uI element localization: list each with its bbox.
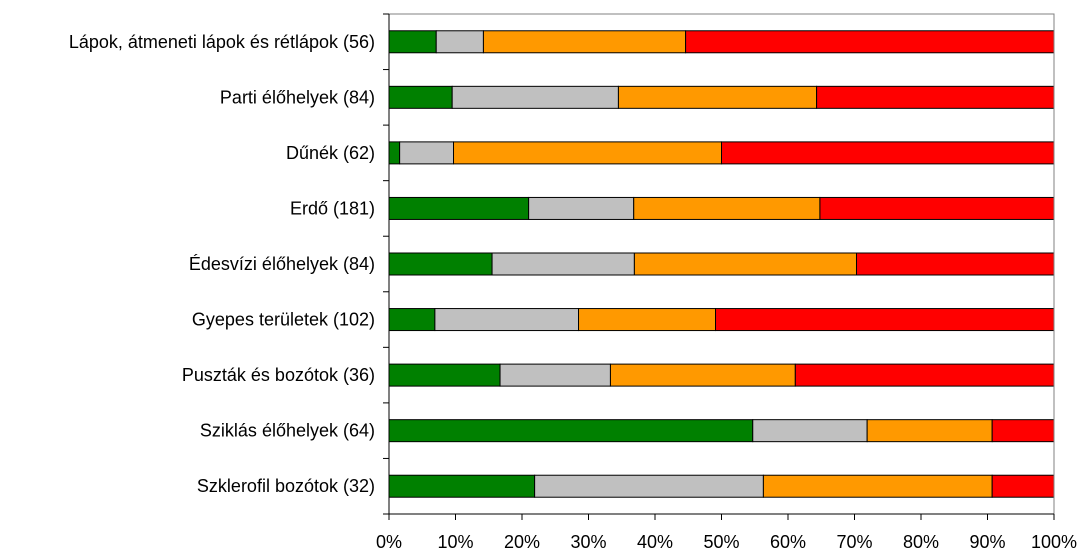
bar-segment-6-3: [578, 308, 717, 332]
bar-segment-7-4: [794, 363, 1055, 387]
x-tick-label: 20%: [504, 532, 540, 552]
x-tick-label: 0%: [376, 532, 402, 552]
bar-segment-3-4: [721, 141, 1055, 165]
bar-segment-6-4: [715, 308, 1055, 332]
bar-segment-9-3: [762, 474, 993, 498]
x-tick-label: 80%: [903, 532, 939, 552]
bar-segment-5-3: [633, 252, 857, 276]
bar-segment-7-2: [499, 363, 611, 387]
x-tick-label: 30%: [570, 532, 606, 552]
bar-segment-1-4: [685, 30, 1055, 54]
category-label: Szklerofil bozótok (32): [197, 476, 375, 496]
category-label: Sziklás élőhelyek (64): [200, 421, 375, 441]
bar-segment-2-1: [388, 85, 453, 109]
bar-segment-8-2: [752, 419, 868, 443]
bar-segment-9-1: [388, 474, 536, 498]
bar-segment-4-1: [388, 196, 530, 220]
bars-layer: [388, 30, 1055, 498]
bar-segment-3-2: [399, 141, 455, 165]
bar-segment-7-3: [609, 363, 796, 387]
bar-segment-8-3: [866, 419, 993, 443]
bar-segment-7-1: [388, 363, 501, 387]
bar-segment-8-1: [388, 419, 754, 443]
x-tick-label: 70%: [836, 532, 872, 552]
bar-segment-2-2: [451, 85, 619, 109]
x-tick-label: 40%: [637, 532, 673, 552]
bar-segment-5-4: [855, 252, 1055, 276]
category-label: Édesvízi élőhelyek (84): [189, 254, 375, 274]
bar-segment-4-2: [528, 196, 635, 220]
bar-segment-3-3: [453, 141, 722, 165]
category-label: Puszták és bozótok (36): [182, 365, 375, 385]
x-tick-label: 100%: [1031, 532, 1077, 552]
bar-segment-4-4: [819, 196, 1055, 220]
bar-segment-4-3: [633, 196, 821, 220]
x-tick-label: 10%: [437, 532, 473, 552]
bar-segment-9-4: [991, 474, 1055, 498]
bar-segment-6-1: [388, 308, 436, 332]
bar-segment-2-4: [816, 85, 1055, 109]
labels-layer: Lápok, átmeneti lápok és rétlápok (56) Pa…: [69, 32, 1077, 552]
x-tick-label: 90%: [969, 532, 1005, 552]
category-label: Lápok, átmeneti lápok és rétlápok (56): [69, 32, 375, 52]
x-tick-label: 60%: [770, 532, 806, 552]
category-label: Parti élőhelyek (84): [220, 87, 375, 107]
category-label: Erdő (181): [290, 198, 375, 218]
x-tick-label: 50%: [703, 532, 739, 552]
bar-segment-5-1: [388, 252, 493, 276]
bar-segment-1-1: [388, 30, 437, 54]
category-label: Dűnék (62): [286, 143, 375, 163]
bar-segment-1-3: [482, 30, 687, 54]
axis-layer: [383, 13, 1055, 520]
bar-segment-3-1: [388, 141, 401, 165]
bar-segment-1-2: [435, 30, 484, 54]
bar-segment-2-3: [617, 85, 818, 109]
category-label: Gyepes területek (102): [192, 310, 375, 330]
bar-segment-5-2: [491, 252, 635, 276]
bar-segment-6-2: [434, 308, 580, 332]
bar-segment-9-2: [534, 474, 764, 498]
bar-segment-8-4: [991, 419, 1055, 443]
